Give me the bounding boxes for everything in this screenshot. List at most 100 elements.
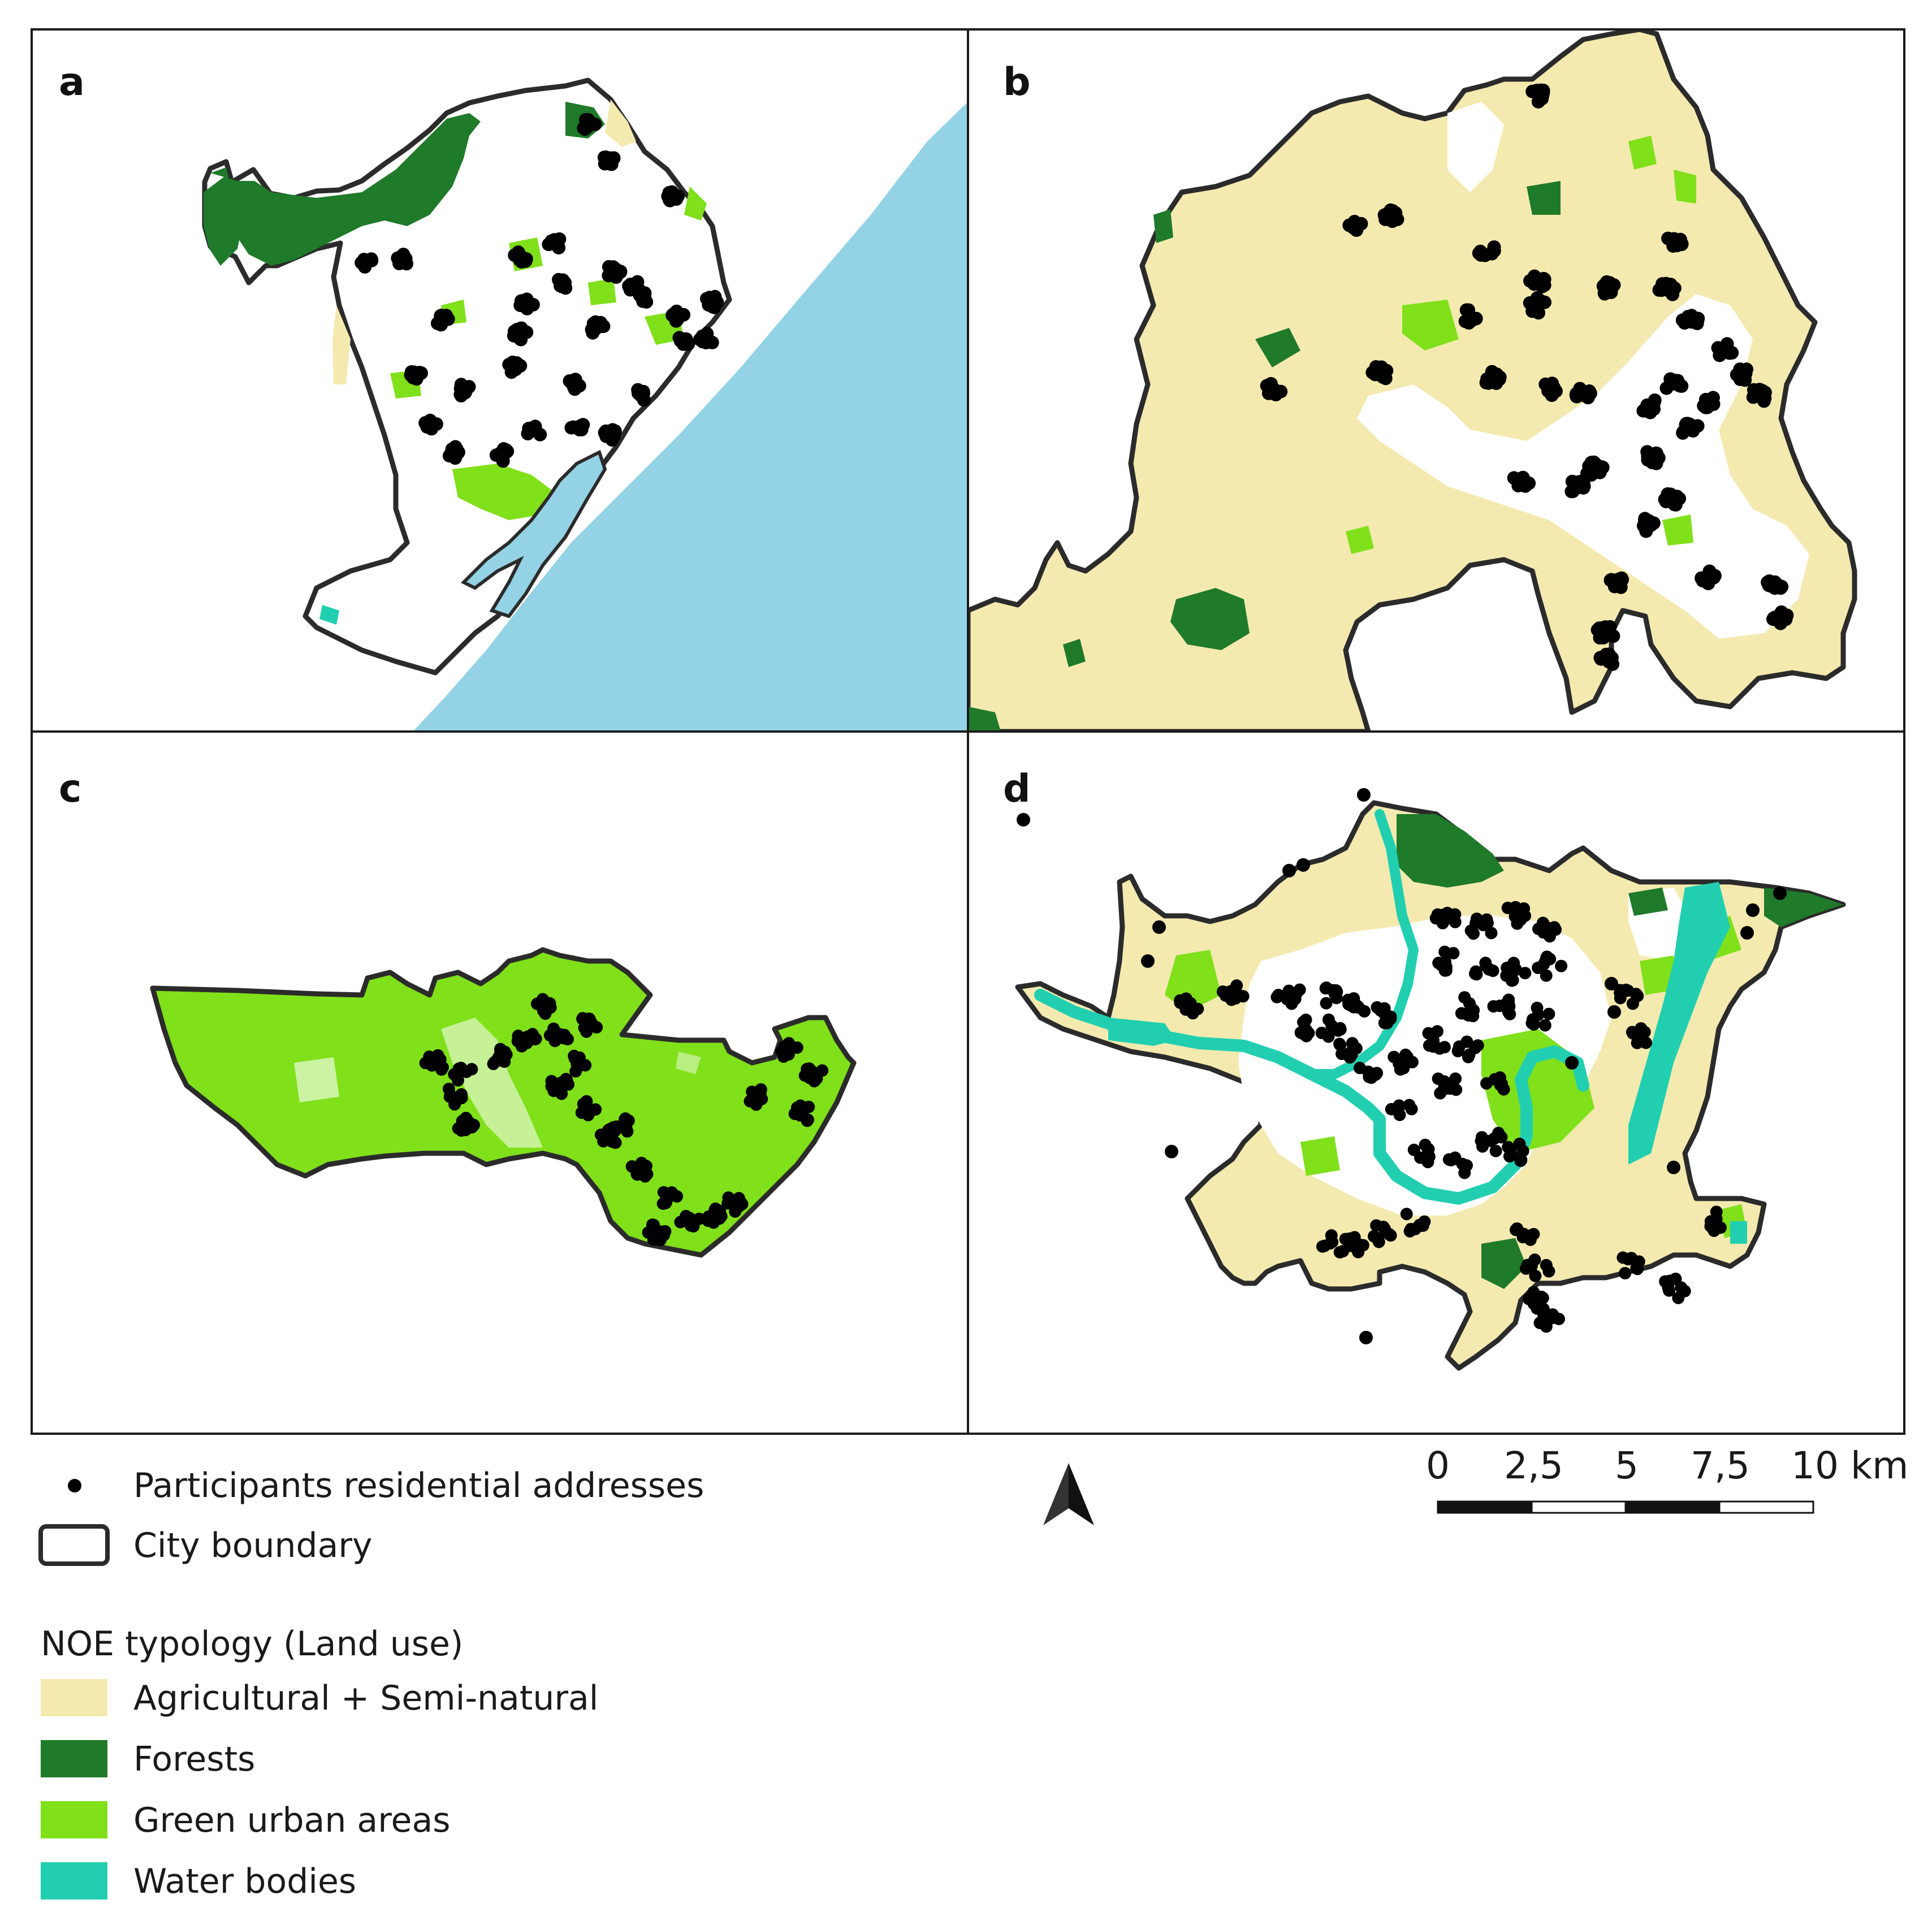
participant-point (467, 1119, 480, 1131)
participant-point (1740, 926, 1754, 940)
participant-point (1580, 466, 1594, 481)
participant-point (1429, 912, 1442, 925)
participant-point (596, 319, 610, 334)
participant-point (524, 422, 538, 436)
participant-point (1141, 954, 1155, 968)
participant-point (1191, 1002, 1204, 1015)
participant-point (526, 1032, 539, 1045)
participant-point (1606, 629, 1620, 643)
participant-point (1570, 479, 1584, 494)
participant-point (1593, 465, 1607, 479)
participant-point (1739, 366, 1753, 380)
participant-point (1346, 1037, 1359, 1050)
participant-point (1631, 1262, 1644, 1275)
participant-point (602, 260, 616, 274)
participant-point (423, 413, 437, 427)
participant-point (1542, 1265, 1555, 1278)
participant-point (1467, 927, 1480, 940)
scale-tick-label: 0 (1426, 1444, 1450, 1487)
participant-point (1354, 1062, 1366, 1075)
participant-point (499, 444, 513, 458)
participant-point (446, 1090, 459, 1103)
participant-point (1540, 969, 1553, 982)
agricultural-patch (605, 99, 636, 147)
participant-point (1335, 1048, 1348, 1061)
participant-point (802, 1101, 815, 1113)
panel-b (968, 29, 1857, 732)
participant-point (1357, 788, 1371, 802)
participant-point (1368, 1230, 1380, 1243)
participant-point (1543, 930, 1556, 943)
participant-point (536, 993, 549, 1006)
participant-point (581, 116, 594, 130)
participant-point (1449, 915, 1462, 928)
participant-point (444, 446, 459, 460)
participant-point (1509, 963, 1522, 976)
participant-point (1659, 1275, 1672, 1288)
participant-point (1449, 1072, 1462, 1085)
participant-point (1605, 977, 1618, 990)
participant-point (680, 1210, 693, 1223)
participant-point (1641, 453, 1655, 467)
scale-tick-label: 5 (1615, 1444, 1639, 1487)
participant-point (1270, 990, 1283, 1003)
participant-point (1458, 1166, 1471, 1179)
participant-point (1421, 1156, 1434, 1169)
participant-point (1328, 987, 1341, 1000)
participant-point (1519, 967, 1532, 980)
participant-point (1363, 1071, 1376, 1083)
participant-point (1333, 1037, 1346, 1050)
participant-point (1516, 1231, 1529, 1244)
participant-point (1356, 1239, 1369, 1252)
participant-point (1388, 1050, 1401, 1063)
participant-point (808, 1075, 821, 1088)
legend-item-label: Agricultural + Semi-natural (133, 1678, 599, 1718)
legend-swatch-green-urban (41, 1801, 107, 1838)
panel-letter-b: b (1003, 60, 1031, 105)
panel-letter-d: d (1003, 767, 1031, 811)
participant-point (1555, 959, 1568, 972)
participant-point (1296, 858, 1310, 872)
participant-point (805, 1065, 818, 1078)
participant-point (1675, 313, 1689, 327)
scale-segment (1437, 1500, 1533, 1514)
participant-point (1484, 1135, 1497, 1147)
participant-point (582, 1013, 595, 1026)
scale-tick-label: 2,5 (1504, 1444, 1563, 1487)
participant-point (662, 185, 676, 200)
participant-point (574, 422, 589, 436)
panel-letter-c: c (59, 767, 81, 811)
participant-point (1667, 281, 1682, 295)
participant-point (634, 388, 647, 403)
participant-point (1701, 577, 1715, 591)
participant-point (1469, 967, 1481, 980)
participant-point (545, 1080, 558, 1093)
green-urban-patch (684, 187, 707, 220)
participant-point (1300, 1024, 1313, 1037)
participant-point (597, 1135, 610, 1148)
participant-point (1529, 1269, 1542, 1282)
participant-point (1652, 451, 1666, 465)
participant-point (606, 1135, 619, 1148)
participant-point (1639, 524, 1653, 538)
urban-white (1447, 102, 1504, 192)
participant-point (1527, 1286, 1540, 1299)
legend-swatch-agricultural (41, 1679, 107, 1716)
legend-item-label: Water bodies (133, 1862, 357, 1901)
participant-point (1477, 919, 1490, 932)
participant-point (1711, 341, 1725, 355)
participant-point (568, 373, 582, 387)
participant-point (465, 1063, 478, 1076)
participant-point (747, 1088, 760, 1101)
participant-point (1572, 384, 1586, 399)
participant-point (1269, 388, 1283, 401)
participant-point (1337, 1245, 1350, 1258)
participant-point (589, 1103, 602, 1116)
participant-point (515, 249, 528, 263)
participant-point (1017, 813, 1030, 827)
participant-point (1596, 631, 1610, 644)
participant-point (1489, 1144, 1502, 1157)
participant-point (1534, 83, 1548, 97)
participant-point (599, 429, 613, 443)
participant-point (555, 1087, 568, 1100)
